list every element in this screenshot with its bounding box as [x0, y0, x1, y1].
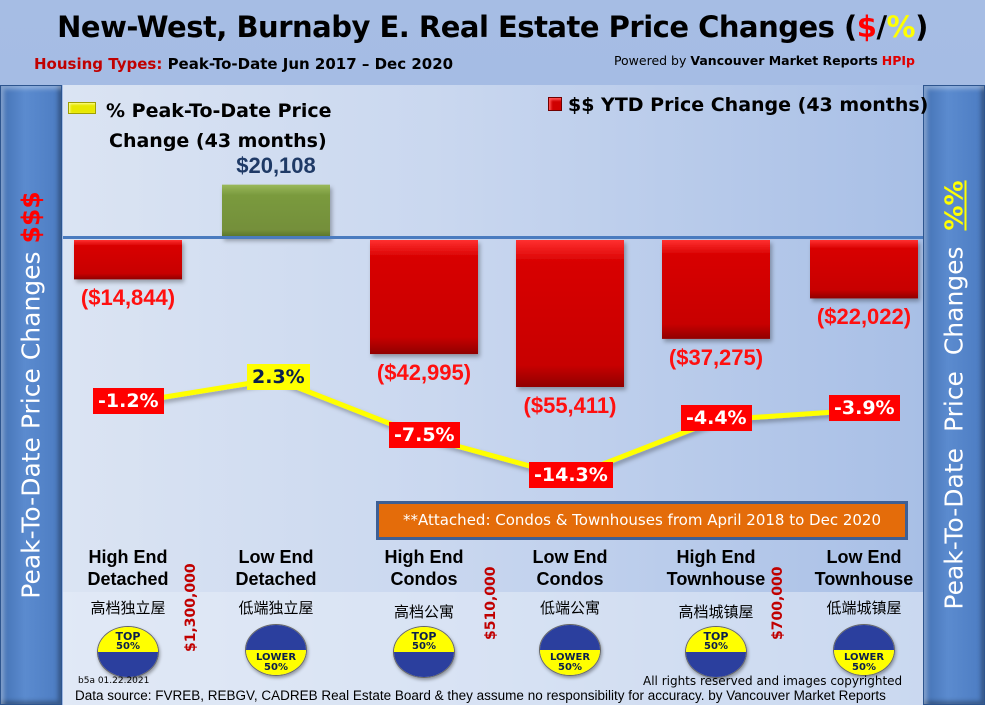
bar-0	[74, 240, 182, 280]
top-50-badge-icon: TOP 50%	[393, 626, 455, 678]
version-stamp: b5a 01.22.2021	[78, 676, 150, 686]
attached-note: **Attached: Condos & Townhouses from Apr…	[376, 501, 908, 540]
category-line2: Townhouse	[666, 569, 766, 589]
legend-usd-text: $$ YTD Price Change (43 months)	[568, 94, 929, 116]
data-source: Data source: FVREB, REBGV, CADREB Real E…	[75, 688, 886, 703]
bar-value-label: ($14,844)	[80, 285, 176, 311]
category-chinese-label: 低端公寓	[539, 599, 600, 617]
zero-baseline	[63, 236, 923, 239]
top-50-badge-icon: TOP 50%	[97, 626, 159, 678]
bar-value-label: $20,108	[236, 152, 316, 178]
copyright-text: All rights reserved and images copyright…	[643, 674, 903, 688]
title-slash: /	[876, 10, 887, 44]
bar-value-label: ($37,275)	[668, 344, 764, 370]
bar-5	[810, 240, 918, 299]
powered-hpi: HPIp	[881, 53, 915, 68]
title-dollar: $	[856, 10, 877, 44]
category-line1: High End	[384, 547, 464, 567]
badge-line1: LOWER	[549, 652, 591, 663]
subtitle-label: Housing Types:	[34, 55, 163, 73]
category-line1: Low End	[532, 547, 608, 567]
category-line1: High End	[88, 547, 168, 567]
badge-line1: TOP	[703, 630, 729, 643]
bar-4	[662, 240, 770, 339]
title-main: New-West, Burnaby E. Real Estate Price C…	[57, 10, 857, 44]
category-chinese-label: 高档城镇屋	[678, 603, 754, 621]
powered-by: Powered by Vancouver Market Reports HPIp	[614, 53, 915, 68]
pct-value-label: -7.5%	[389, 422, 460, 448]
pct-value-label: -3.9%	[829, 395, 900, 421]
badge-line1: TOP	[411, 630, 437, 643]
powered-prefix: Powered by	[613, 53, 687, 68]
legend-pct-line2: Change (43 months)	[109, 130, 327, 152]
badge-line2: 50%	[558, 662, 582, 673]
lower-50-badge-icon: LOWER 50%	[833, 624, 895, 676]
legend-pct-line1: % Peak-To-Date Price	[106, 100, 332, 122]
title-close: )	[915, 10, 928, 44]
top-50-badge-icon: TOP 50%	[685, 626, 747, 678]
bar-3	[516, 240, 624, 387]
category-line2: Detached	[235, 569, 317, 589]
price-threshold-label: $700,000	[770, 566, 786, 640]
category-chinese-label: 低端城镇屋	[826, 599, 902, 617]
legend-usd: $$ YTD Price Change (43 months)	[548, 94, 928, 116]
category-line1: High End	[676, 547, 756, 567]
badge-line2: 50%	[116, 641, 140, 652]
lower-50-badge-icon: LOWER 50%	[539, 624, 601, 676]
category-label: High End Detached	[53, 546, 203, 590]
bar-2	[370, 240, 478, 355]
category-label: Low End Detached	[201, 546, 351, 590]
price-threshold-label: $1,300,000	[183, 563, 199, 652]
right-axis-panel: Peak-To-Date Price Changes %%	[923, 85, 985, 705]
badge-line1: LOWER	[255, 652, 297, 663]
badge-line2: 50%	[412, 641, 436, 652]
badge-line2: 50%	[264, 662, 288, 673]
legend-bar-swatch-icon	[548, 97, 562, 111]
bar-1	[222, 184, 330, 238]
badge-line2: 50%	[704, 641, 728, 652]
category-label: Low End Condos	[495, 546, 645, 590]
category-chinese-label: 高档公寓	[393, 603, 454, 621]
badge-line1: LOWER	[843, 652, 885, 663]
category-label: Low End Townhouse	[789, 546, 939, 590]
subtitle-text: Peak-To-Date Jun 2017 – Dec 2020	[167, 55, 454, 73]
chart-subtitle: Housing Types: Peak-To-Date Jun 2017 – D…	[34, 55, 453, 73]
chart-title: New-West, Burnaby E. Real Estate Price C…	[0, 10, 985, 44]
category-line1: Low End	[826, 547, 902, 567]
pct-value-label: -14.3%	[529, 462, 613, 488]
category-line1: Low End	[238, 547, 314, 567]
category-line2: Condos	[390, 569, 458, 589]
pct-value-label: 2.3%	[247, 364, 310, 390]
pct-value-label: -4.4%	[681, 405, 752, 431]
badge-line1: TOP	[115, 630, 141, 643]
title-pct: %	[886, 10, 916, 44]
bar-value-label: ($42,995)	[376, 360, 472, 386]
category-line2: Condos	[536, 569, 604, 589]
legend-line-swatch-icon	[68, 102, 96, 114]
category-chinese-label: 高档独立屋	[90, 599, 166, 617]
category-line2: Townhouse	[814, 569, 914, 589]
legend-pct: % Peak-To-Date Price Change (43 months)	[68, 96, 332, 156]
category-label: High End Townhouse	[641, 546, 791, 590]
category-label: High End Condos	[349, 546, 499, 590]
price-threshold-label: $510,000	[483, 566, 499, 640]
lower-50-badge-icon: LOWER 50%	[245, 624, 307, 676]
powered-brand: Vancouver Market Reports	[690, 53, 878, 68]
category-chinese-label: 低端独立屋	[238, 599, 314, 617]
category-band	[63, 592, 923, 705]
pct-value-label: -1.2%	[93, 388, 164, 414]
category-line2: Detached	[87, 569, 169, 589]
badge-line2: 50%	[852, 662, 876, 673]
bar-value-label: ($55,411)	[523, 393, 617, 418]
left-axis-panel: Peak-To-Date Price Changes $$$	[0, 85, 62, 705]
bar-value-label: ($22,022)	[816, 304, 912, 330]
